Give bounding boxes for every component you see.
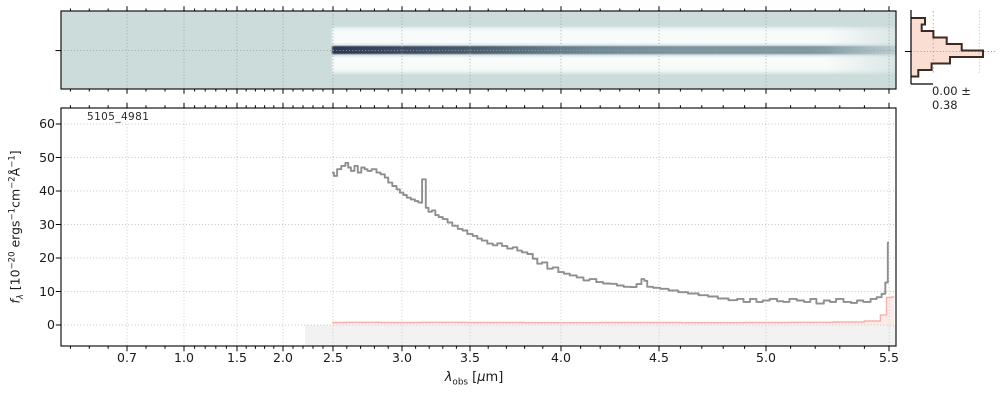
spec2d-trace-core: [332, 46, 896, 54]
spec2d-axes: [55, 6, 897, 94]
object-id-label: 5105_4981: [87, 111, 150, 123]
y-axis-label: fλ [10−20 ergs−1cm−2Å−1]: [7, 150, 26, 304]
x-tick-label: 3.5: [460, 350, 480, 365]
spec2d-border: [60, 10, 897, 90]
x-tick-label: 1.5: [227, 350, 247, 365]
x-tick-label: 2.0: [273, 350, 293, 365]
spec2d-panel: [61, 11, 896, 89]
histogram-stats-label: 0.00 ± 0.38: [932, 84, 971, 112]
hist-fill: [911, 18, 983, 77]
hist-outline: [911, 17, 984, 78]
flux-line: [332, 161, 889, 305]
x-tick-label: 1.0: [174, 350, 194, 365]
x-tick-label: 5.0: [756, 350, 776, 365]
spectrum-border: [60, 107, 897, 347]
x-tick-label: 5.5: [879, 350, 899, 365]
y-tick-label: 60: [39, 116, 55, 131]
y-tick-label: 0: [47, 317, 55, 332]
y-tick-label: 30: [39, 216, 55, 232]
spectrum-axes: [55, 102, 897, 352]
spec2d-trace-fade: [826, 11, 896, 89]
x-tick-label: 4.5: [649, 350, 669, 365]
y-tick-label: 50: [39, 149, 55, 165]
uncertainty-line: [332, 296, 895, 324]
residual-histogram: [905, 10, 997, 85]
x-tick-label: 4.0: [551, 350, 571, 365]
spec2d-trace-bands: [332, 11, 896, 89]
x-tick-label: 0.7: [117, 350, 137, 365]
x-tick-label: 2.5: [323, 350, 343, 365]
x-tick-label: 3.0: [392, 350, 412, 365]
y-tick-label: 20: [39, 250, 55, 265]
y-tick-label: 10: [39, 283, 55, 299]
masked-region: [305, 325, 896, 346]
x-axis-label: λobs [μm]: [444, 370, 504, 388]
y-tick-label: 40: [39, 183, 55, 198]
